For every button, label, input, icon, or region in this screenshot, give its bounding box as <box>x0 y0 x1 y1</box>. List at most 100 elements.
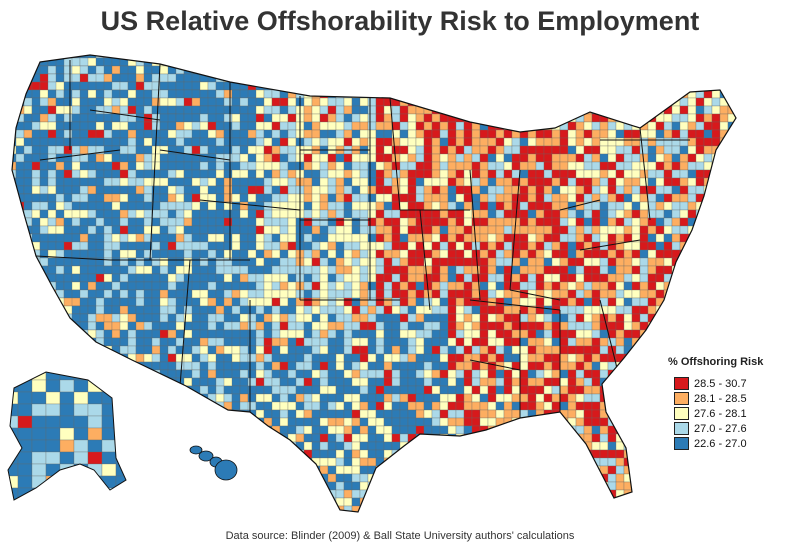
county <box>431 401 441 411</box>
county <box>583 249 593 259</box>
county <box>711 121 721 131</box>
county <box>703 145 713 155</box>
county <box>439 177 449 187</box>
county <box>127 345 137 355</box>
county <box>359 273 369 283</box>
county <box>255 249 265 259</box>
county <box>455 321 465 331</box>
county <box>527 241 537 251</box>
county <box>303 441 313 451</box>
county <box>567 265 577 275</box>
county <box>727 153 736 163</box>
county <box>343 329 353 339</box>
county <box>383 393 393 403</box>
county <box>95 129 105 139</box>
county <box>383 281 393 291</box>
county <box>215 177 225 187</box>
county <box>87 185 97 195</box>
county <box>455 169 465 179</box>
county <box>319 449 329 459</box>
county <box>255 345 265 355</box>
county <box>39 81 49 91</box>
county <box>463 425 473 435</box>
county <box>639 273 649 283</box>
county <box>663 305 673 315</box>
county <box>559 385 569 395</box>
county <box>215 385 225 395</box>
county <box>519 273 529 283</box>
county <box>455 193 465 203</box>
county <box>39 161 49 171</box>
county <box>639 265 649 275</box>
county <box>575 121 585 131</box>
county <box>327 185 337 195</box>
county <box>583 433 593 443</box>
county <box>583 145 593 155</box>
county <box>487 305 497 315</box>
county <box>303 257 313 267</box>
county <box>447 289 457 299</box>
county <box>391 225 401 235</box>
county <box>71 185 81 195</box>
county <box>511 321 521 331</box>
county <box>311 153 321 163</box>
county <box>335 185 345 195</box>
county <box>623 297 633 307</box>
county <box>351 337 361 347</box>
county <box>431 209 441 219</box>
county <box>407 353 417 363</box>
county <box>335 409 345 419</box>
county <box>415 177 425 187</box>
county <box>319 409 329 419</box>
county <box>103 329 113 339</box>
county <box>615 161 625 171</box>
county <box>487 145 497 155</box>
county <box>583 305 593 315</box>
county <box>543 193 553 203</box>
county <box>263 233 273 243</box>
county <box>519 345 529 355</box>
county <box>591 257 601 267</box>
county <box>287 369 297 379</box>
county <box>343 177 353 187</box>
county <box>351 241 361 251</box>
county <box>551 313 561 323</box>
county <box>231 289 241 299</box>
county <box>63 193 73 203</box>
county <box>727 137 736 147</box>
county <box>735 97 736 107</box>
county <box>487 185 497 195</box>
county <box>111 329 121 339</box>
county <box>415 409 425 419</box>
county <box>519 329 529 339</box>
county <box>367 265 377 275</box>
county <box>439 129 449 139</box>
county <box>183 161 193 171</box>
county <box>399 401 409 411</box>
county <box>735 281 736 291</box>
county <box>679 153 689 163</box>
county <box>543 257 553 267</box>
county <box>247 153 257 163</box>
county <box>279 393 289 403</box>
county <box>727 81 736 91</box>
county <box>423 337 433 347</box>
county <box>143 289 153 299</box>
county <box>311 353 321 363</box>
county <box>495 185 505 195</box>
county <box>543 265 553 275</box>
county <box>551 185 561 195</box>
county <box>583 169 593 179</box>
county <box>407 409 417 419</box>
county <box>439 369 449 379</box>
county <box>335 369 345 379</box>
county <box>399 417 409 427</box>
county <box>287 193 297 203</box>
county <box>223 121 233 131</box>
county <box>535 249 545 259</box>
county <box>263 409 273 419</box>
county <box>111 217 121 227</box>
county <box>727 305 736 315</box>
county <box>319 377 329 387</box>
county <box>455 257 465 267</box>
